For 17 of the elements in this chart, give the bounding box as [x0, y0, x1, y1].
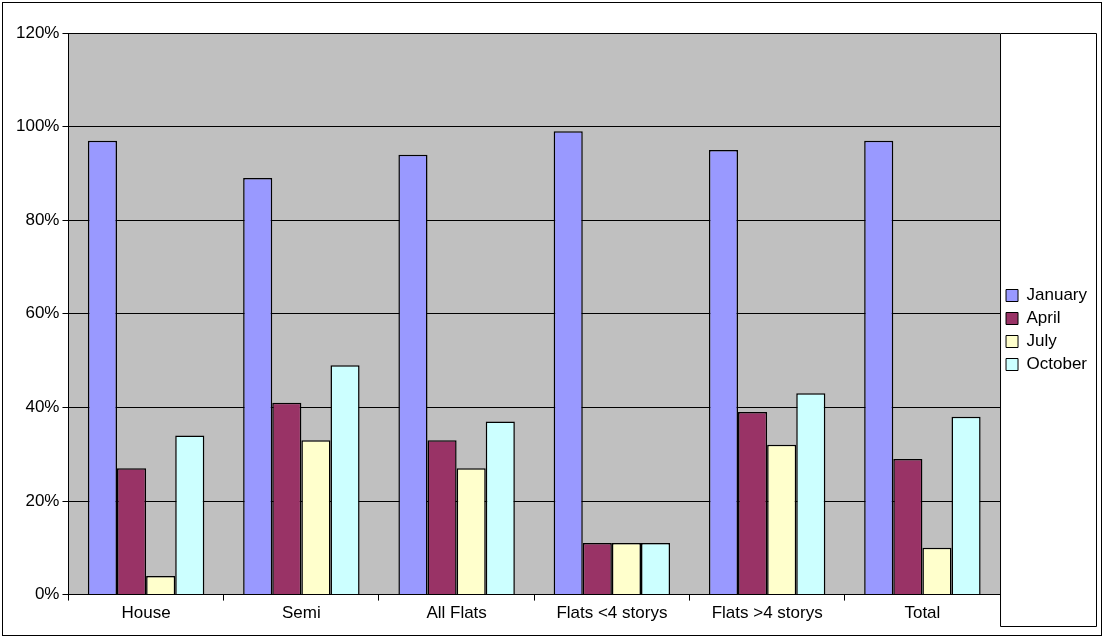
x-tick-label: Flats >4 storys — [711, 603, 823, 623]
x-tick-label: House — [121, 603, 171, 623]
y-tick-label: 60% — [25, 303, 60, 323]
x-tick-label: Flats <4 storys — [556, 603, 668, 623]
legend-label: October — [1026, 354, 1088, 374]
y-tick-label: 0% — [34, 584, 60, 604]
x-tick-label: Semi — [282, 603, 321, 623]
y-tick-label: 120% — [16, 22, 60, 42]
y-tick-label: 80% — [25, 209, 60, 229]
x-tick-label: Total — [904, 603, 941, 623]
y-tick-label: 100% — [16, 116, 60, 136]
legend-label: July — [1026, 331, 1058, 351]
legend-label: April — [1026, 308, 1061, 328]
y-tick-label: 20% — [25, 490, 60, 510]
y-tick-label: 40% — [25, 397, 60, 417]
x-tick-label: All Flats — [426, 603, 487, 623]
legend-label: January — [1026, 285, 1088, 305]
